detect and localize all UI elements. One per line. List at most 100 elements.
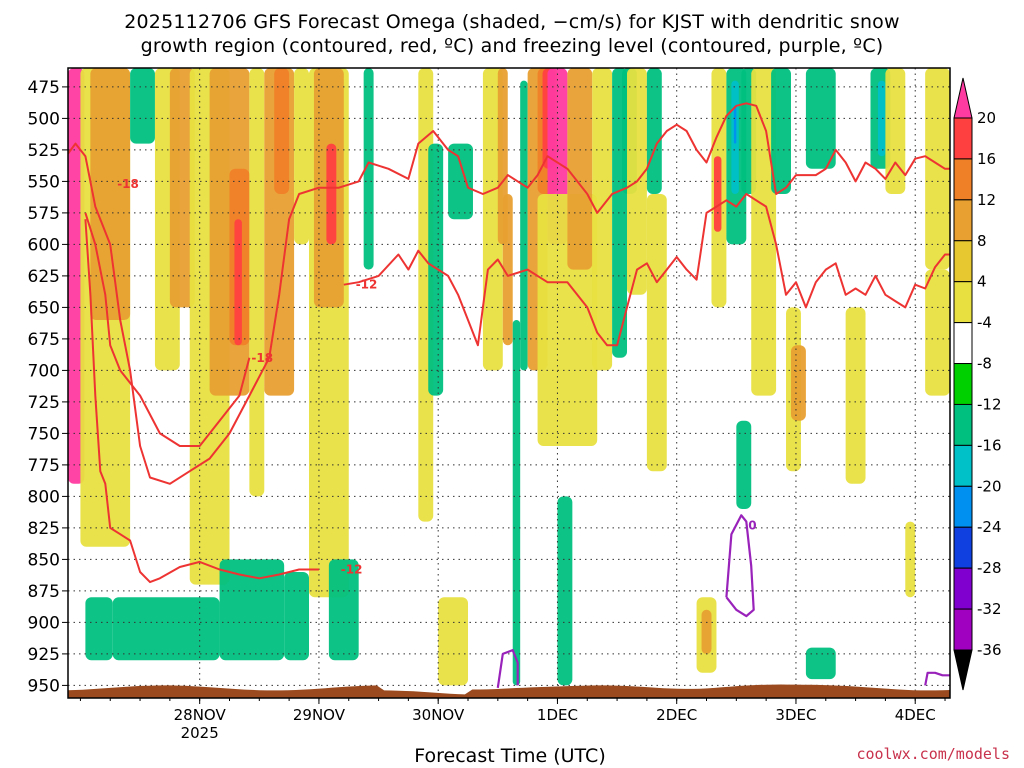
dendritic-contour-label: -12 bbox=[341, 562, 363, 576]
colorbar-label: -8 bbox=[977, 355, 992, 373]
colorbar-bin bbox=[953, 240, 973, 283]
y-tick-label: 825 bbox=[28, 519, 60, 539]
omega-patch bbox=[557, 496, 573, 686]
x-tick-label: 28NOV bbox=[174, 706, 227, 724]
y-tick-label: 950 bbox=[28, 676, 60, 696]
y-tick-label: 475 bbox=[28, 78, 60, 98]
omega-patch bbox=[512, 320, 521, 686]
omega-patch bbox=[294, 68, 309, 245]
dendritic-contour-line bbox=[343, 193, 950, 347]
freezing-level-contour-line bbox=[924, 671, 950, 686]
colorbar: 20 16 12 8 4 -4 -8 -12 -16 -20 -24 -28 -32 -36 bbox=[953, 77, 1002, 691]
omega-time-height-chart: -18 -12 -18 -12 0 475 500 525 550 575 600 625 650 67… bbox=[28, 67, 1002, 740]
colorbar-label: 16 bbox=[977, 150, 996, 168]
freezing-level-contour-line bbox=[725, 514, 755, 618]
terrain bbox=[68, 684, 950, 698]
credit-link[interactable]: coolwx.com/models bbox=[856, 745, 1010, 763]
colorbar-bin bbox=[953, 567, 973, 610]
omega-patch bbox=[520, 80, 528, 371]
omega-patch bbox=[877, 80, 886, 157]
dendritic-contour-label: -18 bbox=[251, 351, 273, 365]
dendritic-contour-label: -12 bbox=[356, 278, 378, 292]
omega-patch bbox=[169, 68, 195, 308]
colorbar-bin bbox=[953, 363, 973, 405]
x-tick-label: 29NOV bbox=[293, 706, 346, 724]
omega-patch bbox=[885, 68, 906, 194]
colorbar-bin bbox=[953, 485, 973, 528]
y-tick-label: 800 bbox=[28, 487, 60, 507]
omega-patch bbox=[736, 420, 752, 509]
y-tick-label: 575 bbox=[28, 204, 60, 224]
omega-patch bbox=[805, 647, 836, 680]
dendritic-contour-line bbox=[84, 219, 319, 584]
omega-patch bbox=[112, 597, 220, 661]
omega-patch bbox=[646, 68, 662, 194]
colorbar-bin bbox=[953, 158, 973, 201]
y-tick-label: 775 bbox=[28, 456, 60, 476]
dendritic-contour-line bbox=[68, 102, 950, 485]
omega-patch bbox=[733, 105, 737, 144]
y-tick-label: 850 bbox=[28, 550, 60, 570]
omega-patch bbox=[284, 572, 309, 661]
omega-patch bbox=[326, 143, 337, 245]
omega-patch bbox=[448, 143, 473, 220]
omega-patch bbox=[68, 68, 85, 484]
plot-frame bbox=[67, 67, 951, 699]
colorbar-label: -36 bbox=[977, 641, 1002, 659]
colorbar-label: 4 bbox=[977, 273, 987, 291]
omega-patch bbox=[328, 559, 359, 661]
freezing-level-contour-line bbox=[496, 649, 519, 689]
colorbar-bin bbox=[953, 444, 973, 487]
omega-patch bbox=[234, 219, 242, 346]
chart-title-line2: growth region (contoured, red, ºC) and f… bbox=[140, 35, 884, 57]
y-tick-label: 900 bbox=[28, 613, 60, 633]
y-tick-label: 600 bbox=[28, 235, 60, 255]
omega-patch bbox=[219, 559, 285, 661]
colorbar-label: 20 bbox=[977, 109, 996, 127]
y-axis: 475 500 525 550 575 600 625 650 675 700 725 750 775 8… bbox=[28, 78, 68, 696]
omega-patch bbox=[85, 597, 113, 661]
omega-patch bbox=[567, 68, 593, 270]
omega-patch bbox=[701, 609, 712, 654]
colorbar-label: -16 bbox=[977, 436, 1002, 454]
y-tick-label: 650 bbox=[28, 298, 60, 318]
dendritic-contour-line bbox=[84, 212, 251, 447]
y-tick-label: 700 bbox=[28, 361, 60, 381]
x-tick-label: 1DEC bbox=[537, 706, 578, 724]
omega-patch bbox=[428, 143, 444, 396]
dendritic-contour-label: -18 bbox=[117, 177, 139, 191]
y-tick-label: 725 bbox=[28, 393, 60, 413]
y-tick-label: 675 bbox=[28, 330, 60, 350]
omega-patch bbox=[438, 597, 469, 686]
omega-patch bbox=[805, 68, 836, 169]
omega-patch bbox=[502, 194, 513, 346]
colorbar-bin bbox=[953, 281, 973, 324]
x-tick-sublabel: 2025 bbox=[181, 724, 219, 740]
y-tick-label: 750 bbox=[28, 424, 60, 444]
omega-patch bbox=[274, 68, 290, 194]
y-tick-label: 625 bbox=[28, 267, 60, 287]
omega-patch bbox=[845, 307, 866, 484]
colorbar-bin bbox=[953, 199, 973, 242]
y-tick-label: 500 bbox=[28, 109, 60, 129]
gridlines bbox=[68, 68, 950, 698]
omega-patch bbox=[925, 269, 950, 396]
chart-title-line1: 2025112706 GFS Forecast Omega (shaded, −… bbox=[124, 11, 900, 33]
colorbar-label: -24 bbox=[977, 518, 1002, 536]
x-tick-label: 3DEC bbox=[775, 706, 816, 724]
colorbar-label: -32 bbox=[977, 600, 1002, 618]
contours: -18 -12 -18 -12 0 bbox=[68, 102, 950, 689]
colorbar-label: -28 bbox=[977, 559, 1002, 577]
colorbar-bin bbox=[953, 403, 973, 446]
omega-patch bbox=[130, 68, 155, 144]
terrain-fill bbox=[68, 684, 950, 698]
omega-patch bbox=[90, 68, 131, 320]
y-tick-label: 550 bbox=[28, 172, 60, 192]
x-axis-title: Forecast Time (UTC) bbox=[414, 745, 606, 767]
colorbar-label: 8 bbox=[977, 232, 987, 250]
y-tick-label: 925 bbox=[28, 645, 60, 665]
colorbar-bin bbox=[953, 608, 973, 651]
freezing-level-contour-label: 0 bbox=[748, 519, 756, 533]
x-tick-label: 30NOV bbox=[412, 706, 465, 724]
